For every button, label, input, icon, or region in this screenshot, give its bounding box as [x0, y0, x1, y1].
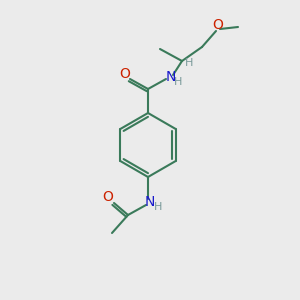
Text: H: H — [154, 202, 162, 212]
Text: N: N — [166, 70, 176, 84]
Text: O: O — [103, 190, 113, 204]
Text: H: H — [185, 58, 193, 68]
Text: H: H — [174, 77, 182, 87]
Text: N: N — [145, 195, 155, 209]
Text: O: O — [213, 18, 224, 32]
Text: O: O — [120, 67, 130, 81]
